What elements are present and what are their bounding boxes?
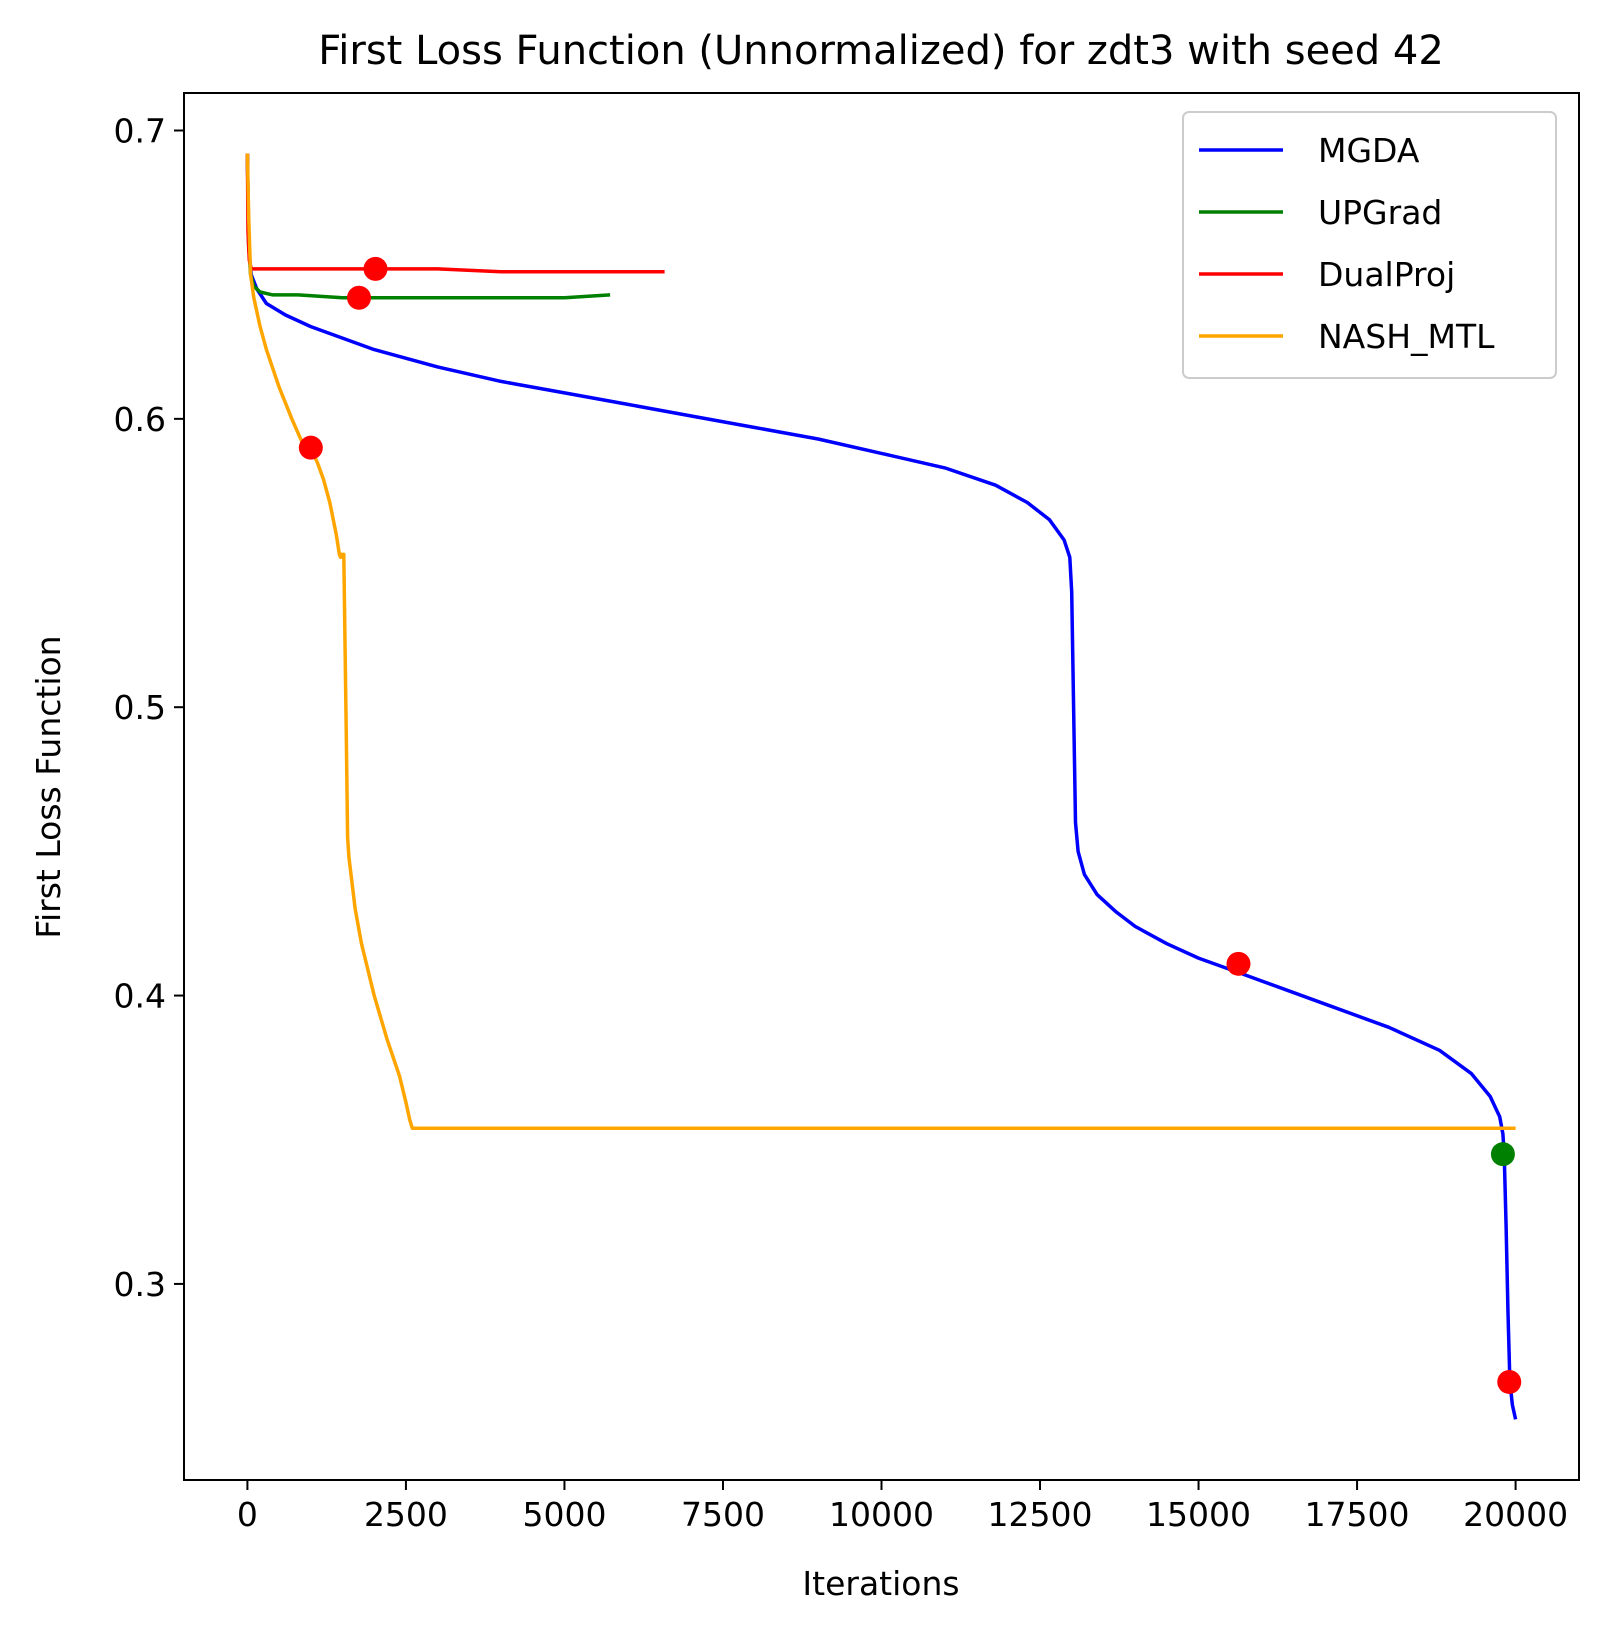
legend-label: NASH_MTL bbox=[1318, 317, 1495, 356]
series-line-mgda bbox=[245, 153, 1518, 1420]
y-tick-label: 0.3 bbox=[114, 1265, 166, 1304]
chart-title: First Loss Function (Unnormalized) for z… bbox=[318, 28, 1444, 74]
plot-area bbox=[245, 153, 1522, 1420]
x-tick-label: 15000 bbox=[1146, 1495, 1251, 1534]
x-tick-label: 12500 bbox=[988, 1495, 1093, 1534]
point-marker bbox=[1490, 1142, 1515, 1167]
series-line-dualproj bbox=[245, 153, 665, 274]
x-tick-label: 5000 bbox=[522, 1495, 606, 1534]
point-marker bbox=[347, 285, 372, 310]
series-line-nash-mtl bbox=[245, 153, 1516, 1130]
x-tick-label: 2500 bbox=[364, 1495, 448, 1534]
x-axis: 0 2500 5000 7500 10000 12500 15000 17500 20000 bbox=[237, 1480, 1568, 1534]
point-marker bbox=[363, 256, 388, 281]
y-tick-label: 0.4 bbox=[114, 977, 166, 1016]
y-axis-label: First Loss Function bbox=[29, 635, 68, 938]
y-tick-label: 0.7 bbox=[114, 111, 166, 150]
point-marker bbox=[1226, 951, 1251, 976]
x-tick-label: 0 bbox=[237, 1495, 258, 1534]
y-axis: 0.3 0.4 0.5 0.6 0.7 bbox=[114, 111, 184, 1304]
point-marker bbox=[298, 435, 323, 460]
legend-box bbox=[1182, 111, 1557, 379]
x-tick-label: 20000 bbox=[1463, 1495, 1568, 1534]
x-tick-label: 17500 bbox=[1305, 1495, 1410, 1534]
series-line-upgrad bbox=[245, 153, 611, 300]
legend-label: MGDA bbox=[1318, 131, 1420, 170]
legend-label: UPGrad bbox=[1318, 193, 1442, 232]
point-marker bbox=[1497, 1369, 1522, 1394]
y-tick-label: 0.6 bbox=[114, 400, 166, 439]
y-tick-label: 0.5 bbox=[114, 688, 166, 727]
x-tick-label: 7500 bbox=[681, 1495, 765, 1534]
x-tick-label: 10000 bbox=[829, 1495, 934, 1534]
legend-label: DualProj bbox=[1318, 255, 1455, 294]
legend: MGDA UPGrad DualProj NASH_MTL bbox=[1182, 111, 1557, 379]
plot-frame bbox=[183, 92, 1580, 1481]
x-axis-label: Iterations bbox=[802, 1564, 959, 1603]
